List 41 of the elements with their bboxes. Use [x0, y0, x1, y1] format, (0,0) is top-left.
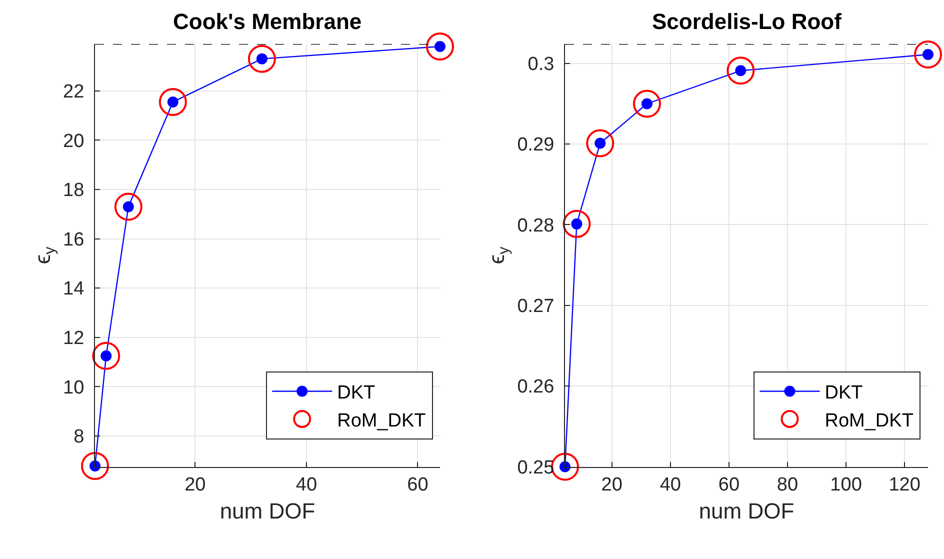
- x-tick-label: 100: [830, 474, 862, 496]
- x-tick-label: 40: [296, 474, 318, 496]
- y-tick-label: 22: [63, 82, 84, 103]
- y-tick-label: 8: [74, 426, 84, 448]
- point: [158, 88, 187, 116]
- point: [914, 40, 942, 69]
- y-tick-label: 0.27: [517, 296, 554, 318]
- x-tick-label: 60: [718, 474, 740, 496]
- x-tick-label: 20: [601, 474, 622, 496]
- chart-title: Cook's Membrane: [173, 9, 362, 34]
- y-tick-label: 18: [63, 180, 84, 202]
- y-tick-label: 12: [63, 328, 84, 350]
- point: [726, 56, 755, 85]
- point: [114, 192, 142, 221]
- point: [426, 32, 454, 60]
- point: [248, 44, 276, 73]
- point: [562, 210, 591, 238]
- legend-label: RoM_DKT: [337, 410, 426, 432]
- chart-title: Scordelis-Lo Roof: [652, 9, 842, 34]
- y-tick-label: 0.26: [517, 376, 554, 398]
- x-axis-title: num DOF: [698, 498, 794, 524]
- x-tick-label: 40: [660, 474, 681, 496]
- point: [632, 90, 661, 118]
- y-tick-label: 14: [63, 278, 85, 300]
- y-tick-label: 20: [63, 130, 84, 152]
- y-tick-label: 0.29: [517, 134, 554, 156]
- point: [92, 342, 120, 370]
- point: [586, 129, 614, 158]
- x-axis-title: num DOF: [220, 498, 316, 524]
- legend-label: DKT: [824, 382, 864, 404]
- x-tick-label: 20: [184, 474, 206, 496]
- y-tick-label: 0.28: [517, 215, 554, 236]
- legend-label: RoM_DKT: [824, 410, 914, 432]
- y-tick-label: 10: [63, 377, 84, 398]
- legend-label: DKT: [337, 382, 376, 404]
- x-tick-label: 60: [407, 474, 428, 496]
- y-tick-label: 16: [63, 229, 84, 250]
- point: [81, 452, 109, 480]
- y-tick-label: 0.3: [528, 54, 554, 76]
- x-tick-label: 80: [776, 474, 798, 496]
- x-tick-label: 120: [888, 474, 920, 496]
